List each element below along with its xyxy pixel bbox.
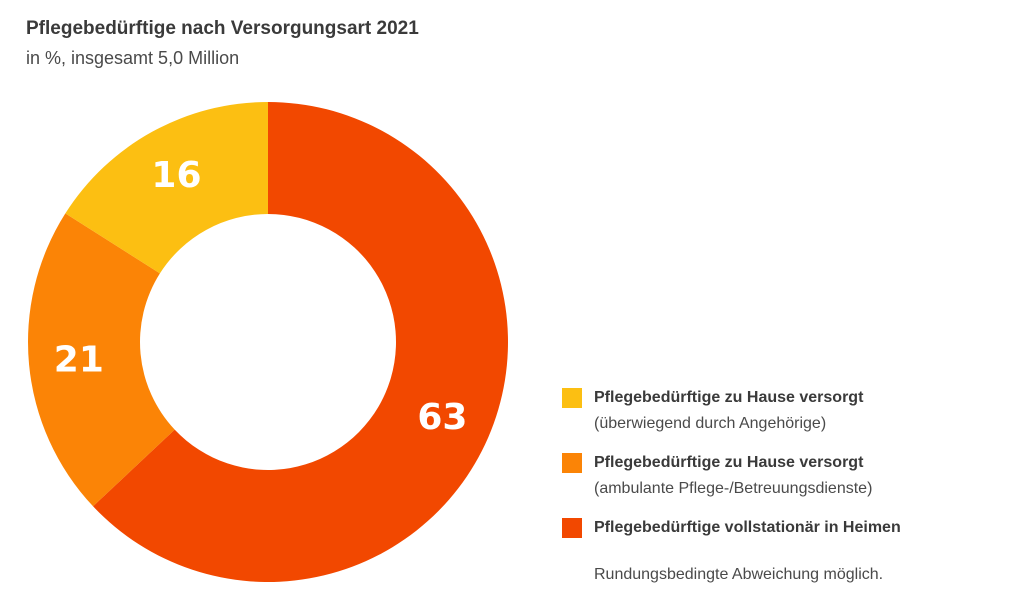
slice-nursing-homes xyxy=(93,102,508,582)
legend-label-home-ambulant: Pflegebedürftige zu Hause versorgt xyxy=(594,454,864,471)
legend-swatch-nursing-homes xyxy=(562,518,582,538)
legend-label-home-relatives: Pflegebedürftige zu Hause versorgt xyxy=(594,389,864,406)
legend-item-home-relatives: Pflegebedürftige zu Hause versorgt (über… xyxy=(562,385,1002,437)
legend-sublabel-home-relatives: (überwiegend durch Angehörige) xyxy=(594,415,827,432)
chart-title: Pflegebedürftige nach Versorgungsart 202… xyxy=(26,18,419,39)
legend: Pflegebedürftige zu Hause versorgt (über… xyxy=(562,385,1002,554)
legend-label-nursing-homes: Pflegebedürftige vollstationär in Heimen xyxy=(594,519,901,536)
legend-item-home-ambulant: Pflegebedürftige zu Hause versorgt (ambu… xyxy=(562,450,1002,502)
rounding-note: Rundungsbedingte Abweichung möglich. xyxy=(594,566,884,583)
chart-subtitle: in %, insgesamt 5,0 Million xyxy=(26,48,240,68)
slice-home-relatives xyxy=(65,102,268,274)
legend-swatch-home-ambulant xyxy=(562,453,582,473)
slice-label-home-relatives: 16 xyxy=(151,155,201,196)
legend-sublabel-home-ambulant: (ambulante Pflege-/Betreuungsdienste) xyxy=(594,480,873,497)
slice-label-nursing-homes: 63 xyxy=(417,397,467,438)
slice-home-ambulant xyxy=(27,213,175,507)
legend-item-nursing-homes: Pflegebedürftige vollstationär in Heimen xyxy=(562,515,1002,541)
slice-label-home-ambulant: 21 xyxy=(54,339,104,380)
legend-swatch-home-relatives xyxy=(562,388,582,408)
